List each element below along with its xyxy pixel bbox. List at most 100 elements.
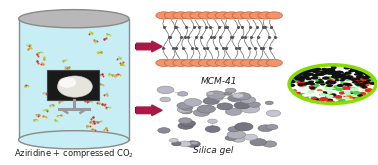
Circle shape — [302, 83, 307, 85]
Circle shape — [326, 84, 333, 87]
Circle shape — [319, 70, 324, 73]
Circle shape — [314, 70, 321, 73]
Circle shape — [304, 99, 310, 101]
Circle shape — [346, 83, 352, 86]
Circle shape — [296, 72, 304, 75]
Circle shape — [331, 71, 336, 73]
Circle shape — [310, 77, 316, 79]
Circle shape — [351, 87, 357, 90]
Circle shape — [301, 84, 307, 87]
Circle shape — [232, 59, 248, 66]
Circle shape — [356, 79, 364, 82]
Circle shape — [289, 80, 296, 83]
Circle shape — [327, 91, 333, 94]
Circle shape — [338, 86, 345, 89]
Circle shape — [318, 81, 324, 83]
Circle shape — [345, 86, 354, 90]
Circle shape — [356, 96, 364, 99]
Circle shape — [346, 75, 353, 78]
Circle shape — [348, 70, 354, 72]
Circle shape — [354, 70, 359, 72]
Circle shape — [339, 71, 344, 74]
Circle shape — [288, 78, 297, 82]
Circle shape — [342, 73, 347, 75]
Circle shape — [181, 12, 197, 19]
Circle shape — [295, 73, 301, 75]
Circle shape — [325, 86, 332, 88]
Circle shape — [307, 73, 314, 76]
Circle shape — [206, 92, 215, 95]
Text: Aziridine + compressed CO$_2$: Aziridine + compressed CO$_2$ — [14, 147, 134, 160]
Circle shape — [158, 128, 170, 133]
Circle shape — [306, 78, 311, 80]
Circle shape — [363, 72, 369, 74]
Circle shape — [336, 85, 343, 88]
Circle shape — [365, 88, 373, 92]
Circle shape — [178, 122, 194, 129]
Circle shape — [234, 93, 251, 100]
Circle shape — [358, 71, 364, 74]
Circle shape — [331, 87, 336, 90]
Circle shape — [319, 80, 324, 83]
Circle shape — [308, 69, 314, 72]
Circle shape — [180, 109, 192, 114]
Circle shape — [304, 70, 310, 73]
Circle shape — [363, 72, 369, 74]
Circle shape — [181, 105, 193, 110]
Circle shape — [303, 89, 310, 92]
Circle shape — [249, 12, 265, 19]
Circle shape — [324, 87, 333, 91]
Circle shape — [184, 99, 201, 106]
Circle shape — [305, 98, 311, 101]
Circle shape — [333, 85, 340, 88]
Circle shape — [307, 90, 314, 93]
Circle shape — [363, 76, 367, 79]
Circle shape — [359, 77, 367, 81]
Circle shape — [190, 12, 206, 19]
Circle shape — [359, 83, 364, 85]
Circle shape — [351, 93, 359, 97]
Circle shape — [343, 93, 350, 97]
Circle shape — [326, 99, 333, 102]
Circle shape — [332, 76, 340, 80]
Bar — [47, 70, 99, 100]
Circle shape — [235, 123, 253, 131]
FancyArrow shape — [136, 41, 162, 52]
Circle shape — [302, 95, 308, 98]
Circle shape — [356, 92, 361, 95]
Circle shape — [304, 82, 311, 85]
Circle shape — [300, 71, 307, 74]
Circle shape — [287, 84, 292, 86]
Circle shape — [323, 77, 330, 80]
Circle shape — [241, 59, 257, 66]
Circle shape — [303, 73, 308, 75]
Circle shape — [345, 90, 353, 94]
Circle shape — [289, 84, 295, 87]
Circle shape — [310, 69, 317, 72]
Circle shape — [334, 76, 340, 79]
Circle shape — [339, 79, 345, 82]
Circle shape — [228, 95, 242, 101]
Circle shape — [266, 12, 282, 19]
Circle shape — [288, 84, 294, 86]
Circle shape — [353, 91, 361, 95]
Circle shape — [177, 102, 192, 109]
Circle shape — [314, 73, 320, 76]
Circle shape — [291, 83, 299, 87]
Circle shape — [227, 131, 246, 139]
Circle shape — [333, 75, 339, 78]
Circle shape — [345, 92, 351, 95]
Circle shape — [343, 95, 351, 99]
Circle shape — [308, 96, 316, 99]
Circle shape — [365, 89, 371, 92]
Circle shape — [340, 99, 346, 101]
Circle shape — [353, 98, 358, 100]
Circle shape — [299, 75, 306, 78]
Circle shape — [330, 81, 336, 84]
Circle shape — [225, 108, 242, 115]
Circle shape — [289, 65, 376, 103]
Circle shape — [357, 74, 363, 76]
Circle shape — [366, 79, 371, 82]
Circle shape — [181, 120, 195, 127]
Circle shape — [354, 80, 363, 84]
